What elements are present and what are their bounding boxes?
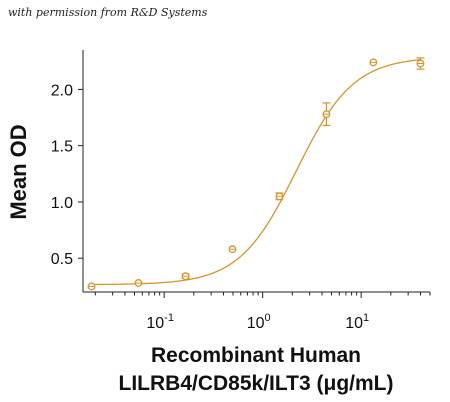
watermark-text: with permission from R&D Systems (8, 6, 208, 19)
x-ticks: 10-1 100 101 (94, 292, 431, 332)
y-tick-label: 1.5 (51, 139, 73, 156)
x-axis-label-line1: Recombinant Human (151, 344, 361, 367)
fit-curve (91, 59, 421, 286)
y-tick-label: 1.0 (51, 195, 73, 212)
data-points (87, 57, 425, 291)
x-axis-label-line2: LILRB4/CD85k/ILT3 (μg/mL) (119, 372, 394, 395)
y-tick-label: 2.0 (51, 82, 73, 99)
y-axis-label: Mean OD (6, 124, 31, 219)
x-tick-label: 10-1 (146, 312, 174, 332)
x-tick-label: 101 (345, 312, 369, 332)
x-tick-label: 100 (247, 312, 271, 332)
y-tick-label: 0.5 (51, 251, 73, 268)
y-ticks: 0.5 1.0 1.5 2.0 (51, 82, 83, 268)
